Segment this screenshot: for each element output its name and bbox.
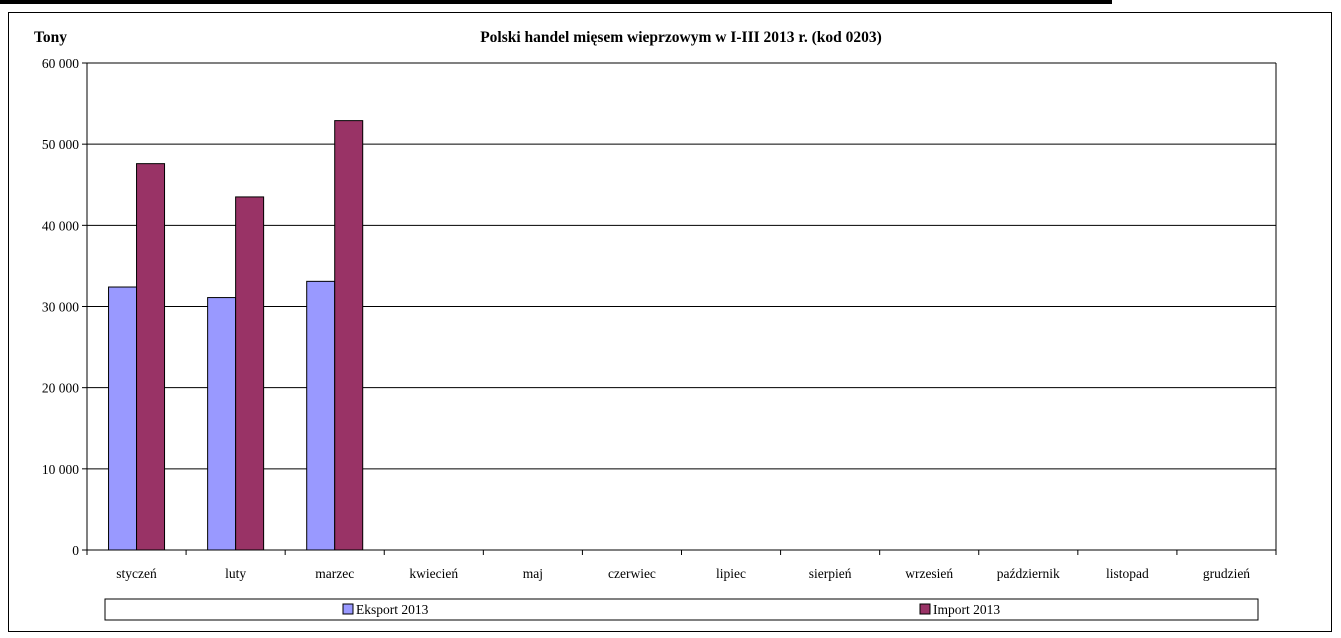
legend-box [104,598,1259,621]
x-category-label: marzec [315,566,354,581]
bar-import-1 [235,196,265,551]
y-tick-label: 50 000 [42,137,79,152]
x-category-label: grudzień [1203,566,1250,581]
y-tick-label: 0 [72,543,79,558]
bars [108,120,364,551]
x-category-label: lipiec [716,566,746,581]
chart-title: Polski handel mięsem wieprzowym w I-III … [480,29,882,46]
bar-import-0 [136,163,166,551]
x-category-labels: styczeń luty marzec kwiecień maj czerwiec lipi… [116,566,1250,581]
y-tick-label: 30 000 [42,300,79,315]
x-category-label: czerwiec [608,566,656,581]
legend-swatch-import [919,603,931,615]
top-rule [0,0,1112,4]
x-category-label: maj [523,566,543,581]
y-tick-label: 40 000 [42,218,79,233]
x-category-label: sierpień [809,566,852,581]
legend-label-import: Import 2013 [933,602,1000,617]
x-category-label: październik [997,566,1060,581]
bar-eksport-1 [207,297,237,551]
legend-swatch-eksport [342,603,354,615]
bar-eksport-2 [306,280,336,551]
bar-import-2 [334,120,364,551]
legend: Eksport 2013 Import 2013 [104,598,1259,621]
y-tick-label: 20 000 [42,381,79,396]
y-tick-label: 60 000 [42,56,79,71]
legend-label-eksport: Eksport 2013 [356,602,429,617]
y-axis-unit-label: Tony [34,29,67,46]
x-category-label: styczeń [116,566,157,581]
x-category-label: kwiecień [409,566,458,581]
y-tick-label: 10 000 [42,462,79,477]
gridlines [82,62,1276,551]
y-tick-labels: 0 10 000 20 000 30 000 40 000 50 000 60 000 [42,56,79,558]
x-category-label: wrzesień [905,566,953,581]
x-category-label: listopad [1106,566,1149,581]
axes [86,63,1277,555]
x-category-label: luty [225,566,246,581]
bar-eksport-0 [108,286,138,551]
